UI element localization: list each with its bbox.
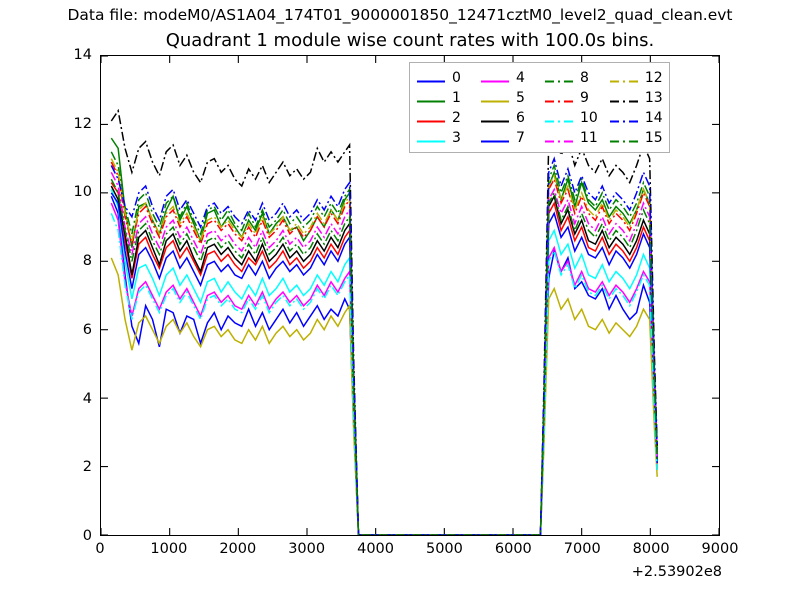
legend-label-9: 9 <box>580 89 589 106</box>
axis-tick-marks <box>101 56 719 535</box>
data-line-4 <box>110 202 658 535</box>
legend-swatch-12-icon <box>609 72 639 83</box>
legend-entry-13[interactable]: 13 <box>609 88 663 107</box>
legend-swatch-2-icon <box>416 112 446 123</box>
legend-entry-0[interactable]: 0 <box>416 68 469 87</box>
y-tick-label: 14 <box>73 47 92 63</box>
data-line-2 <box>110 182 658 535</box>
x-tick-label: 5000 <box>425 541 463 557</box>
legend-label-10: 10 <box>580 109 598 126</box>
x-tick-label: 8000 <box>632 541 670 557</box>
legend-swatch-3-icon <box>416 132 446 143</box>
y-axis-tick-labels: 0 2 4 6 8 10 12 14 <box>52 47 92 544</box>
legend-swatch-10-icon <box>544 112 574 123</box>
legend-label-15: 15 <box>644 129 663 146</box>
y-tick-label: 2 <box>82 459 92 476</box>
data-line-9 <box>110 161 658 535</box>
data-line-10 <box>110 213 658 535</box>
y-tick-label: 8 <box>82 253 92 270</box>
plot-svg <box>101 56 719 535</box>
legend-swatch-11-icon <box>544 132 574 143</box>
legend-label-3: 3 <box>452 129 461 146</box>
legend-entry-8[interactable]: 8 <box>544 68 598 87</box>
x-tick-label: 9000 <box>701 541 739 557</box>
legend-swatch-5-icon <box>480 92 510 103</box>
legend-entry-2[interactable]: 2 <box>416 108 469 127</box>
data-line-0 <box>110 195 658 535</box>
x-tick-label: 7000 <box>563 541 601 557</box>
chart-title: Quadrant 1 module wise count rates with … <box>165 30 655 51</box>
legend-swatch-9-icon <box>544 92 574 103</box>
y-tick-label: 4 <box>82 390 92 407</box>
x-axis-tick-labels: 0 1000 2000 3000 4000 5000 6000 7000 8000 9000 <box>95 541 738 563</box>
legend-entry-7[interactable]: 7 <box>480 128 533 147</box>
x-tick-label: 3000 <box>288 541 326 557</box>
legend-entry-10[interactable]: 10 <box>544 108 598 127</box>
legend-label-4: 4 <box>516 69 525 86</box>
legend-label-1: 1 <box>452 89 461 106</box>
legend-label-14: 14 <box>644 109 663 126</box>
legend-swatch-1-icon <box>416 92 446 103</box>
legend-entry-4[interactable]: 4 <box>480 68 533 87</box>
data-line-6 <box>110 185 658 535</box>
data-line-3 <box>110 189 658 535</box>
data-line-15 <box>110 178 658 535</box>
legend-swatch-4-icon <box>480 72 510 83</box>
legend-entry-15[interactable]: 15 <box>609 128 663 147</box>
y-tick-label: 0 <box>82 528 92 544</box>
legend-swatch-14-icon <box>609 112 639 123</box>
figure-suptitle: Data file: modeM0/AS1A04_174T01_90000018… <box>67 6 733 24</box>
legend-entry-5[interactable]: 5 <box>480 88 533 107</box>
legend-entry-11[interactable]: 11 <box>544 128 598 147</box>
legend-entry-6[interactable]: 6 <box>480 108 533 127</box>
x-tick-label: 1000 <box>150 541 188 557</box>
legend-swatch-6-icon <box>480 112 510 123</box>
y-tick-label: 10 <box>73 184 92 201</box>
data-line-11 <box>110 171 658 535</box>
legend-label-11: 11 <box>580 129 598 146</box>
x-axis-offset-label: +2.53902e8 <box>631 564 722 580</box>
data-lines-layer <box>110 108 658 535</box>
data-line-14 <box>110 156 658 535</box>
x-tick-label: 4000 <box>357 541 394 557</box>
legend-label-0: 0 <box>452 69 461 86</box>
legend-entry-3[interactable]: 3 <box>416 128 469 147</box>
legend-label-13: 13 <box>644 89 663 106</box>
x-tick-label: 6000 <box>494 541 532 557</box>
legend-swatch-15-icon <box>609 132 639 143</box>
legend-swatch-8-icon <box>544 72 574 83</box>
data-line-5 <box>110 257 658 535</box>
x-tick-label: 0 <box>95 541 105 557</box>
x-tick-label: 2000 <box>219 541 257 557</box>
data-line-7 <box>110 192 658 535</box>
legend-entry-1[interactable]: 1 <box>416 88 469 107</box>
legend-entry-14[interactable]: 14 <box>609 108 663 127</box>
chart-legend[interactable]: 0 4 8 12 1 5 9 13 2 6 10 14 3 7 11 15 <box>409 62 670 153</box>
legend-grid: 0 4 8 12 1 5 9 13 2 6 10 14 3 7 11 15 <box>416 68 663 147</box>
legend-swatch-7-icon <box>480 132 510 143</box>
y-tick-label: 12 <box>73 115 92 132</box>
legend-label-8: 8 <box>580 69 589 86</box>
legend-label-6: 6 <box>516 109 525 126</box>
legend-entry-9[interactable]: 9 <box>544 88 598 107</box>
data-line-12 <box>110 158 658 535</box>
legend-label-2: 2 <box>452 109 461 126</box>
legend-label-12: 12 <box>644 69 663 86</box>
legend-swatch-13-icon <box>609 92 639 103</box>
legend-label-7: 7 <box>516 129 525 146</box>
y-tick-label: 6 <box>82 321 92 338</box>
data-line-8 <box>110 151 658 535</box>
legend-label-5: 5 <box>516 89 525 106</box>
legend-entry-12[interactable]: 12 <box>609 68 663 87</box>
legend-swatch-0-icon <box>416 72 446 83</box>
data-line-13 <box>110 108 658 535</box>
